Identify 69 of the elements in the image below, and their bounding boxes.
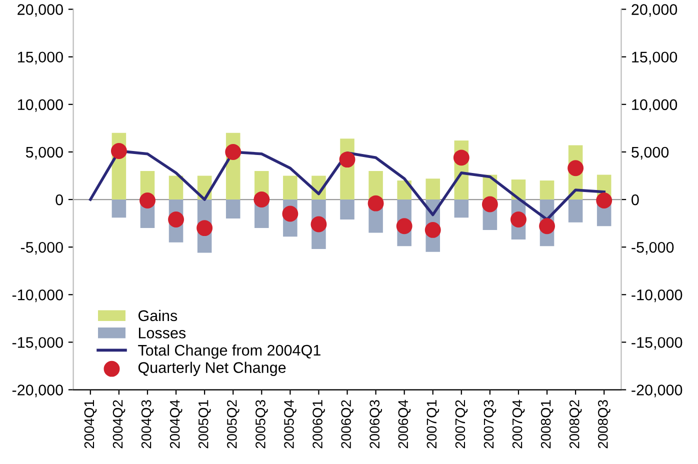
point <box>396 218 412 234</box>
y2-tick-label: 10,000 <box>632 99 678 112</box>
y-tick-label: 5,000 <box>26 146 63 160</box>
x-tick-label: 2008Q1 <box>540 400 554 448</box>
point <box>368 195 384 212</box>
point <box>140 192 156 208</box>
bar <box>454 200 469 218</box>
y-tick-label: -15,000 <box>12 337 63 350</box>
x-tick-label: 2007Q3 <box>484 400 496 448</box>
y2-tick-label: 20,000 <box>632 4 678 17</box>
x-tick-label: 2007Q2 <box>455 400 468 448</box>
x-tick-label: 2004Q1 <box>84 400 97 448</box>
x-tick-label: 2007Q1 <box>426 400 440 448</box>
legend-label: Losses <box>138 328 186 338</box>
bar <box>168 176 184 200</box>
bar <box>397 180 412 200</box>
y2-tick-label: 5,000 <box>632 146 669 160</box>
x-tick-label: 2007Q4 <box>512 400 525 448</box>
bar <box>540 180 554 200</box>
y2-tick-label: 0 <box>632 194 639 206</box>
x-tick-label: 2008Q2 <box>569 400 582 448</box>
y2-tick-label: -20,000 <box>632 384 682 398</box>
point <box>568 160 584 176</box>
x-tick-label: 2006Q1 <box>312 400 325 448</box>
bar <box>226 200 240 219</box>
point <box>539 218 555 234</box>
bar <box>340 200 354 220</box>
y2-tick-label: -10,000 <box>632 290 682 302</box>
point <box>110 143 127 159</box>
point <box>254 192 270 208</box>
y-tick-label: -20,000 <box>12 384 63 398</box>
y2-tick-label: 15,000 <box>632 52 678 64</box>
point <box>453 150 470 166</box>
x-tick-label: 2006Q4 <box>398 400 411 448</box>
legend-label: Total Change from 2004Q1 <box>138 344 320 359</box>
point <box>510 212 526 228</box>
y-tick-label: 0 <box>56 194 63 206</box>
point <box>196 220 213 236</box>
bar <box>426 178 440 200</box>
point <box>424 222 441 238</box>
legend-label: Quarterly Net Change <box>138 362 286 376</box>
y-tick-label: -10,000 <box>12 290 63 302</box>
x-tick-label: 2006Q3 <box>370 400 382 448</box>
y2-tick-label: -15,000 <box>632 337 682 350</box>
x-tick-label: 2006Q2 <box>341 400 354 448</box>
bar <box>283 176 298 200</box>
legend-label: Gains <box>138 310 178 322</box>
point <box>310 216 327 232</box>
y2-tick-label: -5,000 <box>632 242 674 255</box>
point <box>596 192 612 208</box>
point <box>225 144 242 160</box>
x-tick-label: 2005Q2 <box>226 400 240 448</box>
y-tick-label: 15,000 <box>18 52 63 64</box>
point <box>482 196 498 212</box>
x-tick-label: 2004Q2 <box>112 400 126 448</box>
bar <box>112 200 126 218</box>
y-tick-label: -5,000 <box>20 242 63 255</box>
x-tick-label: 2005Q4 <box>284 400 296 448</box>
point <box>282 206 298 222</box>
x-tick-label: 2008Q3 <box>598 400 610 448</box>
x-tick-label: 2005Q3 <box>256 400 268 448</box>
bar <box>568 200 583 222</box>
x-tick-label: 2005Q1 <box>198 400 211 448</box>
x-tick-label: 2004Q3 <box>141 400 154 448</box>
point <box>168 212 184 228</box>
y-tick-label: 20,000 <box>18 4 63 17</box>
point <box>339 152 356 168</box>
y-tick-label: 10,000 <box>18 99 63 112</box>
x-tick-label: 2004Q4 <box>170 400 182 448</box>
